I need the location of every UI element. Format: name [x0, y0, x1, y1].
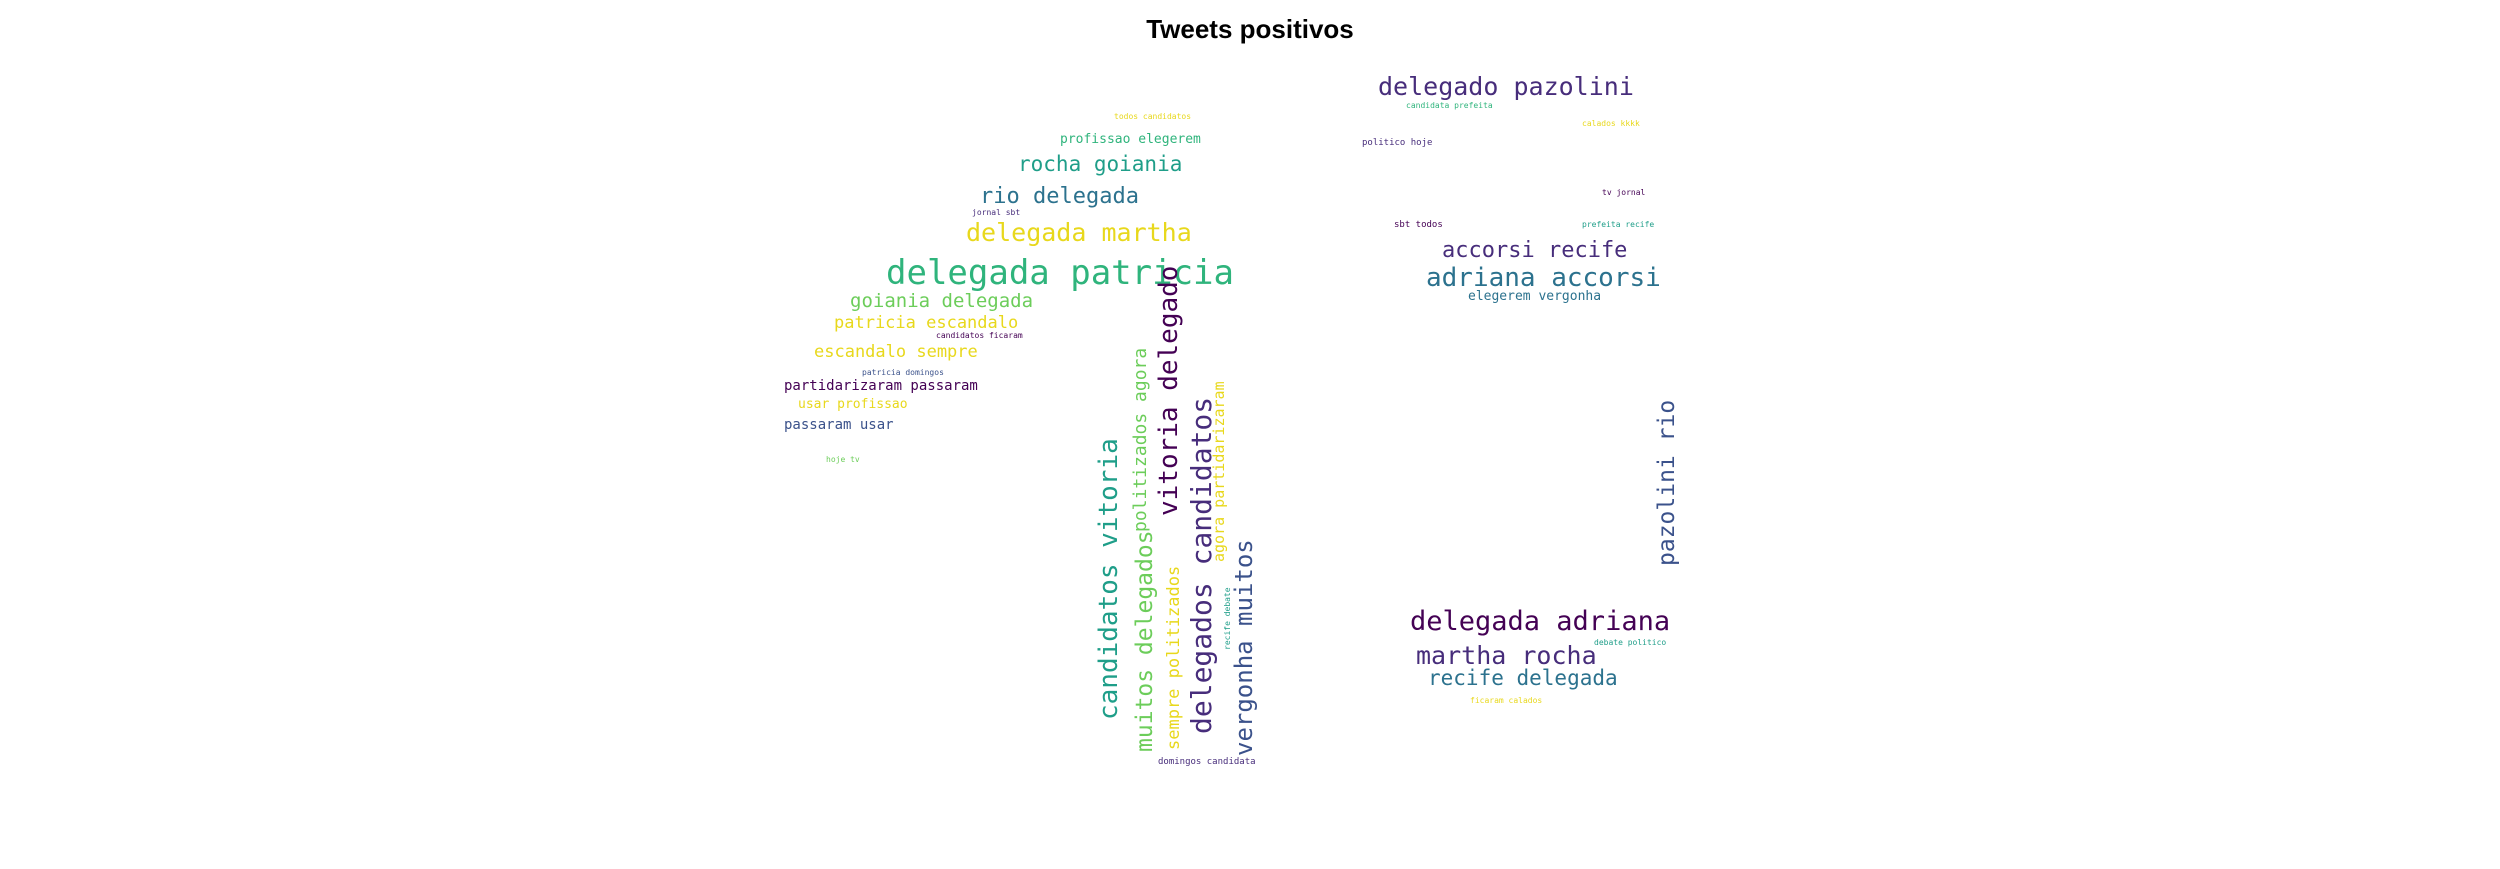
word: jornal sbt [972, 208, 1021, 217]
word: sempre politizados [1164, 565, 1184, 750]
word: politizados agora [1130, 347, 1151, 532]
word: delegado pazolini [1378, 72, 1634, 101]
word: vergonha muitos [1230, 539, 1258, 756]
word: delegada martha [966, 218, 1192, 247]
word: patricia domingos [862, 368, 944, 377]
word: recife delegada [1428, 666, 1618, 690]
word: domingos candidata [1158, 757, 1256, 767]
word: muitos delegados [1132, 530, 1158, 752]
word: vitoria delegado [1154, 265, 1184, 516]
word: patricia escandalo [834, 313, 1019, 333]
word: recife debate [1223, 587, 1232, 650]
word: passaram usar [784, 417, 894, 433]
word: ficaram calados [1470, 696, 1543, 705]
word: sbt todos [1394, 220, 1443, 230]
word: politico hoje [1362, 138, 1433, 148]
word: hoje tv [826, 455, 860, 464]
word: debate politico [1594, 638, 1667, 647]
word: agora partidarizaram [1210, 381, 1228, 562]
word: prefeita recife [1582, 220, 1655, 229]
word: candidatos vitoria [1094, 438, 1124, 720]
word: calados kkkk [1582, 119, 1640, 128]
word: delegada adriana [1410, 606, 1671, 637]
word: pazolini rio [1654, 399, 1680, 566]
word: candidatos ficaram [936, 331, 1023, 340]
word: candidata prefeita [1406, 101, 1493, 110]
word: todos candidatos [1114, 112, 1192, 121]
word: adriana accorsi [1426, 263, 1661, 293]
chart-title: Tweets positivos [1146, 14, 1354, 44]
word: rocha goiania [1018, 152, 1183, 176]
word: delegada patricia [886, 253, 1234, 293]
word: rio delegada [980, 184, 1139, 209]
word: escandalo sempre [814, 342, 978, 362]
word: tv jornal [1602, 188, 1646, 197]
word: profissao elegerem [1060, 132, 1201, 147]
word: goiania delegada [850, 290, 1034, 312]
word: partidarizaram passaram [784, 378, 978, 394]
word: elegerem vergonha [1468, 289, 1602, 304]
word: usar profissao [798, 397, 908, 412]
word: accorsi recife [1442, 238, 1628, 263]
word: martha rocha [1416, 641, 1597, 670]
